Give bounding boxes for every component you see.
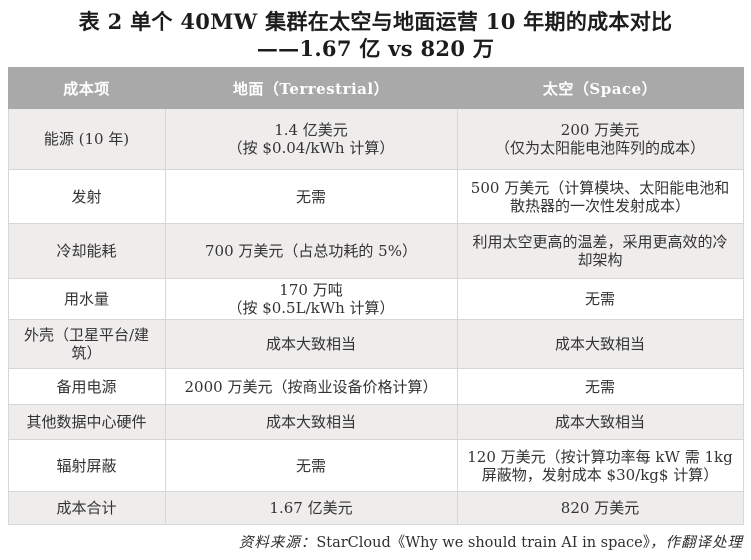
cell-space: 利用太空更高的温差，采用更高效的冷却架构 [456, 223, 744, 279]
table-row: 能源 (10 年) 1.4 亿美元 （按 $0.04/kWh 计算） 200 万… [7, 108, 744, 170]
cell-terrestrial: 2000 万美元（按商业设备价格计算） [164, 368, 458, 405]
row-item-label: 成本合计 [7, 491, 166, 525]
row-item-label: 冷却能耗 [7, 223, 166, 279]
cell-terrestrial: 成本大致相当 [164, 404, 458, 440]
table-row: 辐射屏蔽 无需 120 万美元（按计算功率每 kW 需 1kg 屏蔽物，发射成本… [7, 439, 744, 492]
header-cell-space: 太空（Space） [456, 67, 744, 109]
cell-space: 500 万美元（计算模块、太阳能电池和散热器的一次性发射成本） [456, 169, 744, 224]
table-row: 成本合计 1.67 亿美元 820 万美元 [7, 491, 744, 525]
source-suffix: ，作翻译处理 [650, 535, 743, 551]
row-item-label: 备用电源 [7, 368, 166, 405]
table-title-line2: ——1.67 亿 vs 820 万 [256, 36, 495, 61]
row-item-label: 辐射屏蔽 [7, 439, 166, 492]
table-row: 备用电源 2000 万美元（按商业设备价格计算） 无需 [7, 368, 744, 405]
cost-comparison-table: 成本项 地面（Terrestrial） 太空（Space） 能源 (10 年) … [7, 67, 744, 525]
cell-terrestrial: 170 万吨 （按 $0.5L/kWh 计算） [164, 278, 458, 320]
cell-space: 200 万美元 （仅为太阳能电池阵列的成本） [456, 108, 744, 170]
table-header-row: 成本项 地面（Terrestrial） 太空（Space） [7, 67, 744, 109]
row-item-label: 发射 [7, 169, 166, 224]
table-row: 外壳（卫星平台/建筑） 成本大致相当 成本大致相当 [7, 319, 744, 369]
page-title: 表 2 单个 40MW 集群在太空与地面运营 10 年期的成本对比 ——1.67… [0, 0, 751, 62]
cell-terrestrial: 1.67 亿美元 [164, 491, 458, 525]
cell-space: 120 万美元（按计算功率每 kW 需 1kg 屏蔽物，发射成本 $30/kg$… [456, 439, 744, 492]
cell-space: 820 万美元 [456, 491, 744, 525]
cell-terrestrial: 700 万美元（占总功耗的 5%） [164, 223, 458, 279]
cell-terrestrial: 成本大致相当 [164, 319, 458, 369]
cell-terrestrial: 无需 [164, 439, 458, 492]
cell-space: 无需 [456, 368, 744, 405]
cell-terrestrial: 无需 [164, 169, 458, 224]
table-row: 冷却能耗 700 万美元（占总功耗的 5%） 利用太空更高的温差，采用更高效的冷… [7, 223, 744, 279]
row-item-label: 用水量 [7, 278, 166, 320]
cell-space: 成本大致相当 [456, 319, 744, 369]
table-row: 其他数据中心硬件 成本大致相当 成本大致相当 [7, 404, 744, 440]
table-title-line1: 表 2 单个 40MW 集群在太空与地面运营 10 年期的成本对比 [78, 9, 673, 34]
row-item-label: 外壳（卫星平台/建筑） [7, 319, 166, 369]
cell-space: 无需 [456, 278, 744, 320]
header-cell-cost-item: 成本项 [7, 67, 166, 109]
source-attribution: 资料来源：StarCloud《Why we should train AI in… [8, 525, 743, 552]
row-item-label: 能源 (10 年) [7, 108, 166, 170]
row-item-label: 其他数据中心硬件 [7, 404, 166, 440]
header-cell-terrestrial: 地面（Terrestrial） [164, 67, 458, 109]
source-title: StarCloud《Why we should train AI in spac… [316, 535, 650, 551]
table-row: 发射 无需 500 万美元（计算模块、太阳能电池和散热器的一次性发射成本） [7, 169, 744, 224]
cell-space: 成本大致相当 [456, 404, 744, 440]
cell-terrestrial: 1.4 亿美元 （按 $0.04/kWh 计算） [164, 108, 458, 170]
source-prefix: 资料来源： [238, 535, 317, 551]
table-row: 用水量 170 万吨 （按 $0.5L/kWh 计算） 无需 [7, 278, 744, 320]
